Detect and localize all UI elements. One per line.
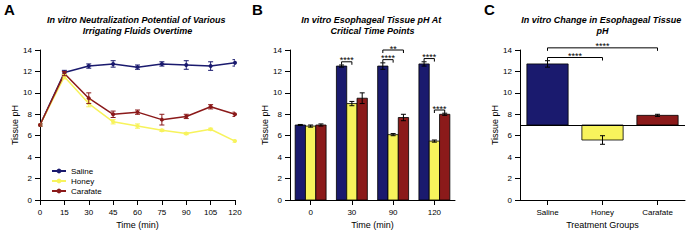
svg-text:2: 2 <box>278 174 283 183</box>
svg-text:45: 45 <box>109 208 118 217</box>
svg-text:75: 75 <box>157 208 166 217</box>
svg-text:0: 0 <box>508 196 513 205</box>
svg-text:10: 10 <box>273 88 282 97</box>
svg-text:12: 12 <box>503 67 512 76</box>
svg-text:Carafate: Carafate <box>642 208 673 217</box>
svg-text:6: 6 <box>278 131 283 140</box>
svg-text:8: 8 <box>28 110 33 119</box>
svg-text:105: 105 <box>204 208 218 217</box>
svg-text:Tissue pH: Tissue pH <box>10 105 20 145</box>
svg-text:****: **** <box>595 41 610 51</box>
svg-text:90: 90 <box>182 208 191 217</box>
svg-text:30: 30 <box>347 208 356 217</box>
svg-text:****: **** <box>340 55 355 65</box>
svg-text:4: 4 <box>28 153 33 162</box>
svg-text:14: 14 <box>273 46 282 55</box>
svg-text:****: **** <box>422 52 437 62</box>
svg-text:30: 30 <box>84 208 93 217</box>
svg-text:8: 8 <box>278 110 283 119</box>
svg-text:0: 0 <box>38 208 43 217</box>
svg-text:0: 0 <box>278 196 283 205</box>
svg-text:10: 10 <box>503 88 512 97</box>
svg-text:2: 2 <box>28 174 33 183</box>
svg-text:120: 120 <box>228 208 242 217</box>
svg-text:In vitro Change in Esophageal: In vitro Change in Esophageal Tissue <box>521 15 683 25</box>
svg-text:pH: pH <box>596 26 609 36</box>
svg-text:B: B <box>252 1 263 18</box>
svg-text:C: C <box>484 1 495 18</box>
svg-text:120: 120 <box>428 208 442 217</box>
svg-text:15: 15 <box>60 208 69 217</box>
svg-text:****: **** <box>433 104 448 114</box>
svg-text:Time (min): Time (min) <box>351 220 394 230</box>
svg-text:2: 2 <box>508 174 513 183</box>
svg-text:Time (min): Time (min) <box>116 220 159 230</box>
svg-text:4: 4 <box>278 153 283 162</box>
svg-text:Tissue pH: Tissue pH <box>260 105 270 145</box>
svg-text:Saline: Saline <box>536 208 559 217</box>
svg-text:60: 60 <box>133 208 142 217</box>
svg-text:Saline: Saline <box>71 167 94 176</box>
svg-text:90: 90 <box>389 208 398 217</box>
svg-text:14: 14 <box>503 46 512 55</box>
svg-text:Irrigating Fluids Overtime: Irrigating Fluids Overtime <box>83 26 193 36</box>
svg-text:****: **** <box>568 51 583 61</box>
svg-text:In vitro Esophageal Tissue pH: In vitro Esophageal Tissue pH At <box>301 15 444 25</box>
svg-text:In vitro Neutralization Potent: In vitro Neutralization Potential of Var… <box>47 15 228 25</box>
svg-text:4: 4 <box>508 153 513 162</box>
svg-text:Critical Time Points: Critical Time Points <box>331 26 415 36</box>
svg-text:Honey: Honey <box>71 177 94 186</box>
svg-text:****: **** <box>381 53 396 63</box>
svg-text:12: 12 <box>23 67 32 76</box>
svg-text:8: 8 <box>508 110 513 119</box>
svg-text:Tissue pH: Tissue pH <box>490 105 500 145</box>
svg-text:Treatment Groups: Treatment Groups <box>566 220 639 230</box>
svg-text:Carafate: Carafate <box>71 187 102 196</box>
svg-text:A: A <box>4 1 15 18</box>
svg-text:14: 14 <box>23 46 32 55</box>
svg-text:Honey: Honey <box>591 208 614 217</box>
svg-text:**: ** <box>390 44 398 54</box>
svg-text:0: 0 <box>308 208 313 217</box>
svg-text:10: 10 <box>23 88 32 97</box>
svg-text:6: 6 <box>28 131 33 140</box>
svg-text:0: 0 <box>28 196 33 205</box>
svg-text:6: 6 <box>508 131 513 140</box>
svg-text:12: 12 <box>273 67 282 76</box>
